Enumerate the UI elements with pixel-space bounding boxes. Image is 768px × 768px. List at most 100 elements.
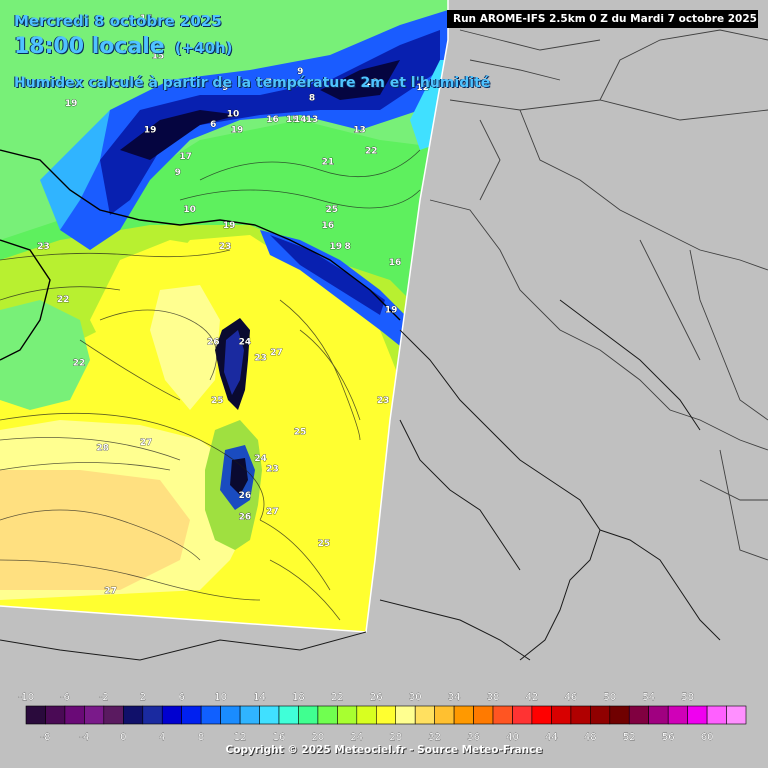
legend-tick-label: 60 — [701, 732, 714, 743]
legend-swatch — [103, 705, 124, 725]
legend-tick-label: 48 — [584, 732, 597, 743]
legend-bottom-labels: -8 -4 0 4 8 12 16 20 24 28 32 36 40 44 48 52 56 60 — [40, 732, 714, 743]
map-value-label: 26 — [239, 491, 252, 501]
legend-tick-label: 22 — [331, 692, 344, 703]
legend-tick-label: 58 — [681, 692, 694, 703]
map-subtitle: Humidex calculé à partir de la températu… — [14, 75, 491, 91]
copyright-text: Copyright © 2025 Meteociel.fr - Source M… — [225, 744, 543, 756]
legend-swatch — [531, 705, 552, 725]
legend-swatch — [628, 705, 650, 725]
map-value-label: 15 — [152, 51, 165, 61]
legend-tick-label: 2 — [140, 692, 146, 703]
map-value-label: 19 — [385, 306, 398, 316]
map-value-label: 25 — [318, 539, 331, 549]
legend-swatch — [45, 705, 66, 725]
legend-tick-label: -10 — [18, 692, 34, 703]
map-value-label: 23 — [377, 396, 390, 406]
legend-tick-label: 16 — [273, 732, 286, 743]
legend-swatch — [609, 705, 630, 725]
map-value-label: 12 — [416, 83, 429, 93]
map-value-label: 25 — [294, 428, 307, 438]
map-value-label: 27 — [104, 587, 117, 597]
country-borders — [429, 29, 768, 561]
map-value-label: 26 — [239, 512, 252, 522]
map-value-label: 7 — [265, 78, 271, 88]
legend-tick-label: 38 — [487, 692, 500, 703]
legend-swatch — [395, 705, 416, 725]
legend-tick-label: -6 — [60, 692, 70, 703]
color-legend: -10 -6 -2 2 6 10 14 18 22 26 30 34 38 42 46 50 54 58 -8 -4… — [18, 692, 747, 743]
legend-tick-label: 36 — [467, 732, 480, 743]
map-value-label: 6 — [210, 120, 216, 130]
legend-tick-label: 42 — [526, 692, 539, 703]
legend-tick-label: 18 — [292, 692, 305, 703]
legend-tick-label: 14 — [253, 692, 266, 703]
legend-swatch — [589, 705, 611, 725]
map-value-label: 8 — [309, 94, 315, 104]
legend-swatch — [337, 705, 358, 725]
forecast-time: 18:00 locale (+40h) — [14, 34, 233, 59]
legend-swatch — [375, 705, 397, 725]
legend-swatch — [84, 705, 105, 725]
legend-tick-label: 0 — [120, 732, 126, 743]
legend-swatch — [64, 705, 85, 725]
map-value-label: 27 — [140, 438, 153, 448]
legend-swatch — [220, 705, 241, 725]
map-value-label: 23 — [219, 242, 232, 252]
map-value-label: 19 — [144, 126, 157, 136]
map-value-label: 19 — [65, 99, 78, 109]
legend-swatches — [25, 705, 747, 725]
legend-swatch — [726, 705, 747, 725]
legend-swatch — [259, 705, 280, 725]
legend-swatch — [706, 705, 727, 725]
forecast-date: Mercredi 8 octobre 2025 — [14, 12, 222, 30]
map-value-label: 19 — [330, 242, 343, 252]
map-value-label: 28 — [96, 444, 109, 454]
map-value-label: 26 — [207, 338, 220, 348]
map-value-label: 24 — [239, 338, 252, 348]
legend-swatch — [298, 705, 319, 725]
map-value-label: 9 — [297, 67, 303, 77]
map-value-label: 23 — [254, 353, 267, 363]
legend-tick-label: 26 — [370, 692, 383, 703]
map-value-label: 19 — [231, 126, 244, 136]
map-value-label: 16 — [266, 115, 279, 125]
legend-tick-label: 20 — [312, 732, 325, 743]
forecast-time-text: 18:00 locale — [14, 34, 165, 59]
legend-tick-label: 8 — [198, 732, 204, 743]
map-value-label: 16 — [389, 258, 402, 268]
legend-swatch — [181, 705, 202, 725]
map-value-label: 27 — [270, 348, 283, 358]
legend-swatch — [414, 705, 436, 725]
legend-tick-label: 54 — [642, 692, 655, 703]
legend-swatch — [434, 705, 455, 725]
coastlines — [0, 299, 721, 661]
legend-tick-label: 6 — [179, 692, 185, 703]
run-info-bar: Run AROME-IFS 2.5km 0 Z du Mardi 7 octob… — [447, 10, 758, 28]
legend-swatch — [278, 705, 299, 725]
legend-tick-label: -8 — [41, 732, 51, 743]
map-value-label: 22 — [57, 295, 70, 305]
legend-tick-label: 50 — [603, 692, 616, 703]
map-value-label: 22 — [365, 147, 378, 157]
map-value-label: 9 — [175, 168, 181, 178]
legend-tick-label: 10 — [214, 692, 227, 703]
map-value-label: 23 — [37, 242, 50, 252]
map-value-label: 25 — [211, 396, 224, 406]
map-value-label: 16 — [365, 78, 378, 88]
map-value-label: 19 — [223, 221, 236, 231]
map-value-label: 21 — [322, 157, 335, 167]
map-value-label: 13 — [353, 126, 366, 136]
map-value-label: 27 — [266, 507, 279, 517]
legend-tick-label: 46 — [565, 692, 578, 703]
legend-tick-label: 40 — [506, 732, 519, 743]
legend-swatch — [551, 705, 572, 725]
legend-swatch — [25, 705, 46, 725]
map-value-label: 10 — [227, 110, 240, 120]
legend-tick-label: 12 — [234, 732, 247, 743]
map-value-label: 23 — [266, 465, 279, 475]
legend-swatch — [687, 705, 708, 725]
